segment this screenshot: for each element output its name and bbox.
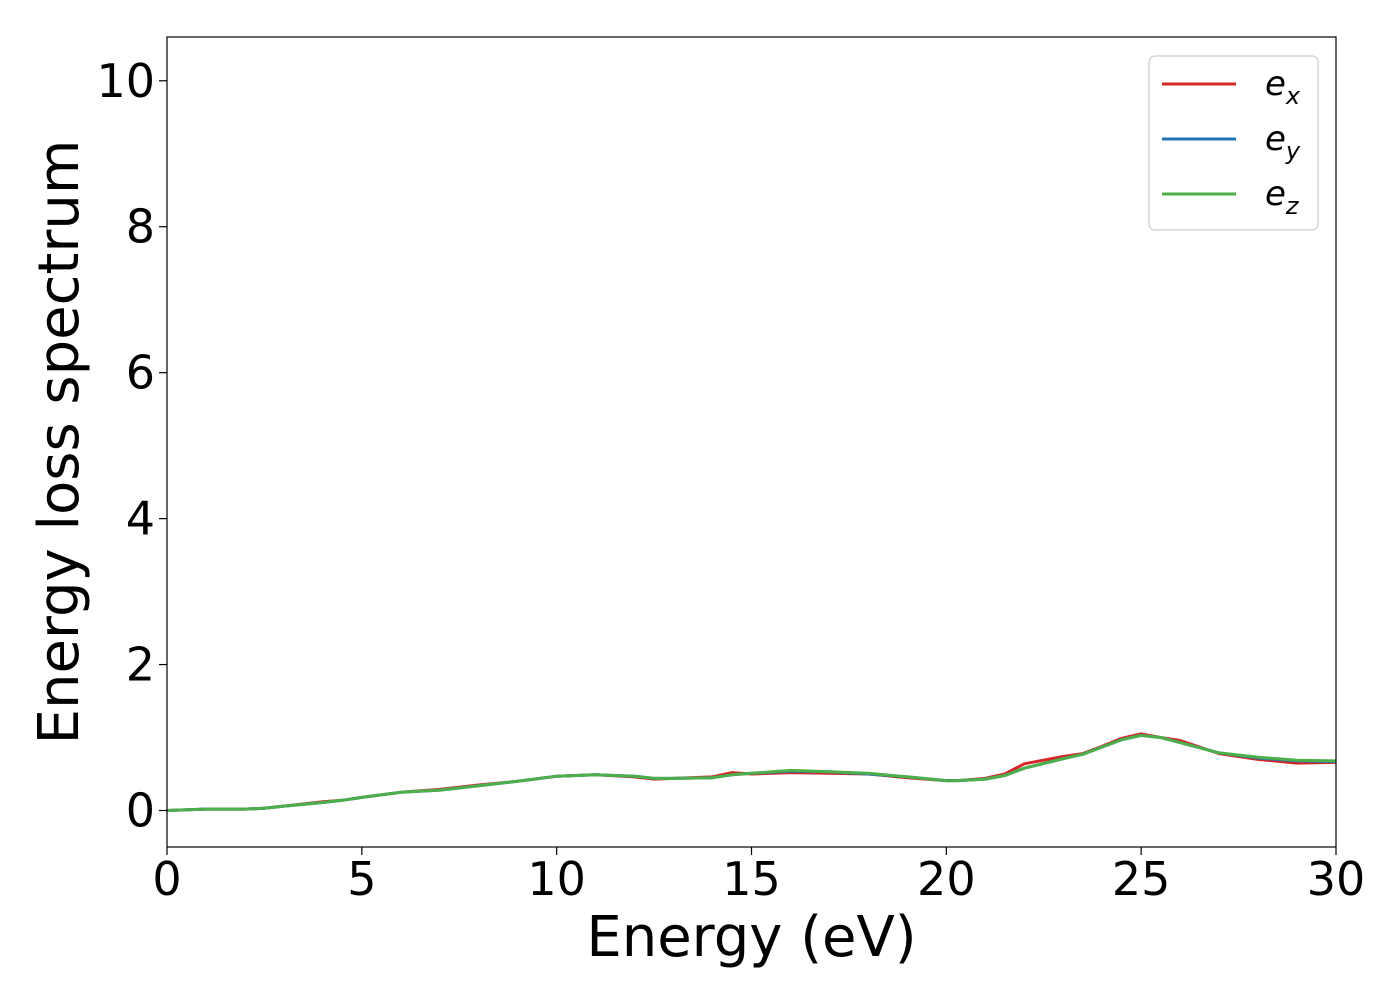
y-tick-label-1: 2 (126, 638, 155, 692)
y-tick-label-0: 0 (126, 784, 155, 838)
legend-label-ey: ey (1265, 119, 1301, 165)
series-line-ez (167, 733, 1336, 812)
legend-label-base: e (1265, 119, 1286, 159)
legend-label-subscript: y (1285, 137, 1301, 165)
x-axis-label: Energy (eV) (586, 905, 916, 970)
x-axis: 0 5 10 15 20 25 30 (152, 847, 1365, 906)
x-tick-label-1: 5 (347, 852, 376, 906)
y-tick-label-4: 8 (126, 200, 155, 254)
series-layer (167, 732, 1336, 812)
x-tick-label-6: 30 (1307, 852, 1366, 906)
legend-label-base: e (1265, 64, 1286, 104)
legend-label-base: e (1265, 174, 1286, 214)
x-tick-label-5: 25 (1112, 852, 1171, 906)
legend-label-ez: ez (1265, 174, 1300, 220)
y-axis-label: Energy loss spectrum (27, 140, 92, 745)
y-tick-label-2: 4 (126, 492, 155, 546)
x-tick-label-2: 10 (527, 852, 586, 906)
legend-box (1148, 55, 1319, 231)
legend-label-ex: ex (1265, 64, 1301, 110)
legend-label-subscript: x (1285, 82, 1301, 110)
y-tick-label-5: 10 (96, 54, 155, 108)
x-tick-label-3: 15 (722, 852, 781, 906)
x-tick-label-0: 0 (152, 852, 181, 906)
legend-label-subscript: z (1285, 192, 1300, 220)
y-axis: 0 2 4 6 8 10 (96, 54, 167, 838)
x-tick-label-4: 20 (917, 852, 976, 906)
y-tick-label-3: 6 (126, 346, 155, 400)
